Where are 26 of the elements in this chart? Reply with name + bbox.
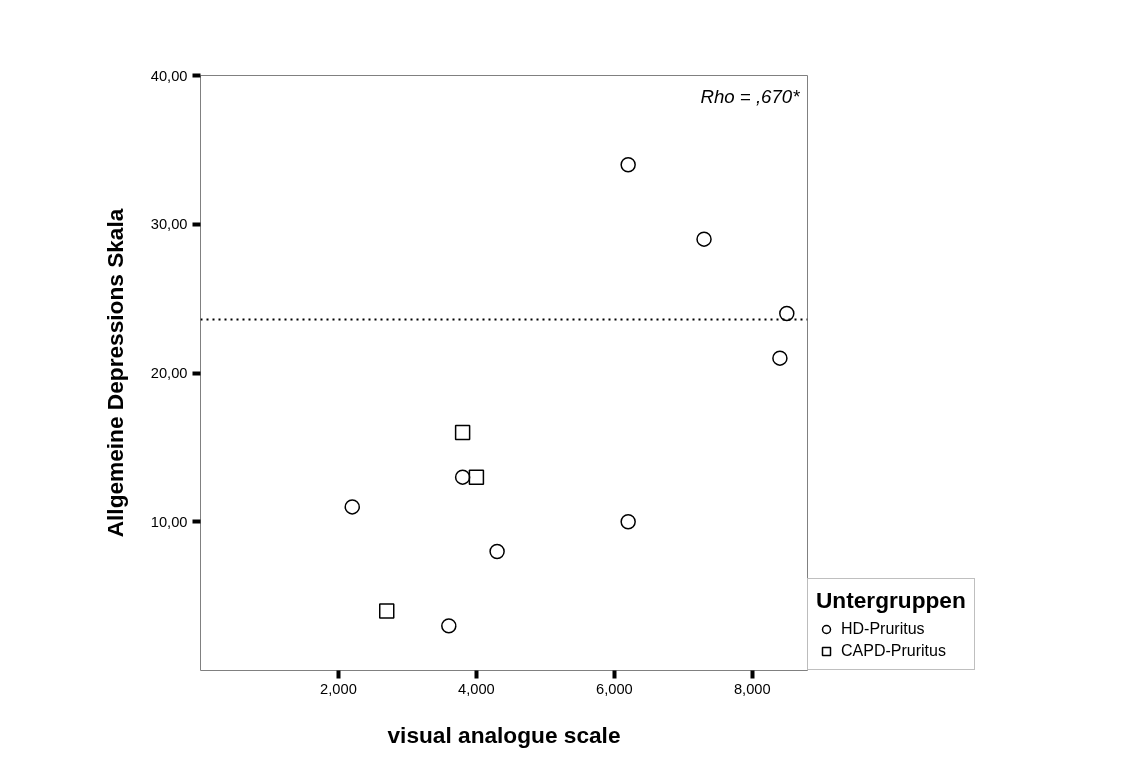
- annotation: Rho = ,670*: [700, 85, 801, 107]
- y-axis-title: Allgemeine Depressions Skala: [101, 208, 128, 538]
- y-tick-label: 30,00: [150, 216, 188, 233]
- y-tick-label: 20,00: [150, 365, 188, 381]
- point: [620, 514, 636, 530]
- x-tick-label: 2,000: [320, 680, 357, 697]
- legend-label: HD-Pruritus: [841, 620, 925, 638]
- x-tick-label: 6,000: [596, 680, 633, 697]
- x-axis-title: visual analogue scale: [387, 721, 621, 748]
- x-tick-label: 8,000: [733, 680, 771, 697]
- legend-label: CAPD-Pruritus: [841, 642, 946, 660]
- point: [378, 603, 395, 619]
- x-tick-label: 4,000: [458, 680, 495, 697]
- legend-title: Untergruppen: [816, 587, 966, 614]
- y-tick-label: 40,00: [150, 67, 188, 84]
- point: [344, 499, 360, 515]
- point: [772, 350, 788, 366]
- point: [454, 424, 471, 441]
- point: [441, 618, 457, 634]
- point: [454, 469, 471, 485]
- y-tick-label: 10,00: [150, 513, 188, 530]
- point: [468, 469, 485, 485]
- point: [779, 305, 795, 322]
- point: [620, 157, 636, 173]
- point: [489, 543, 505, 560]
- point: [696, 231, 712, 247]
